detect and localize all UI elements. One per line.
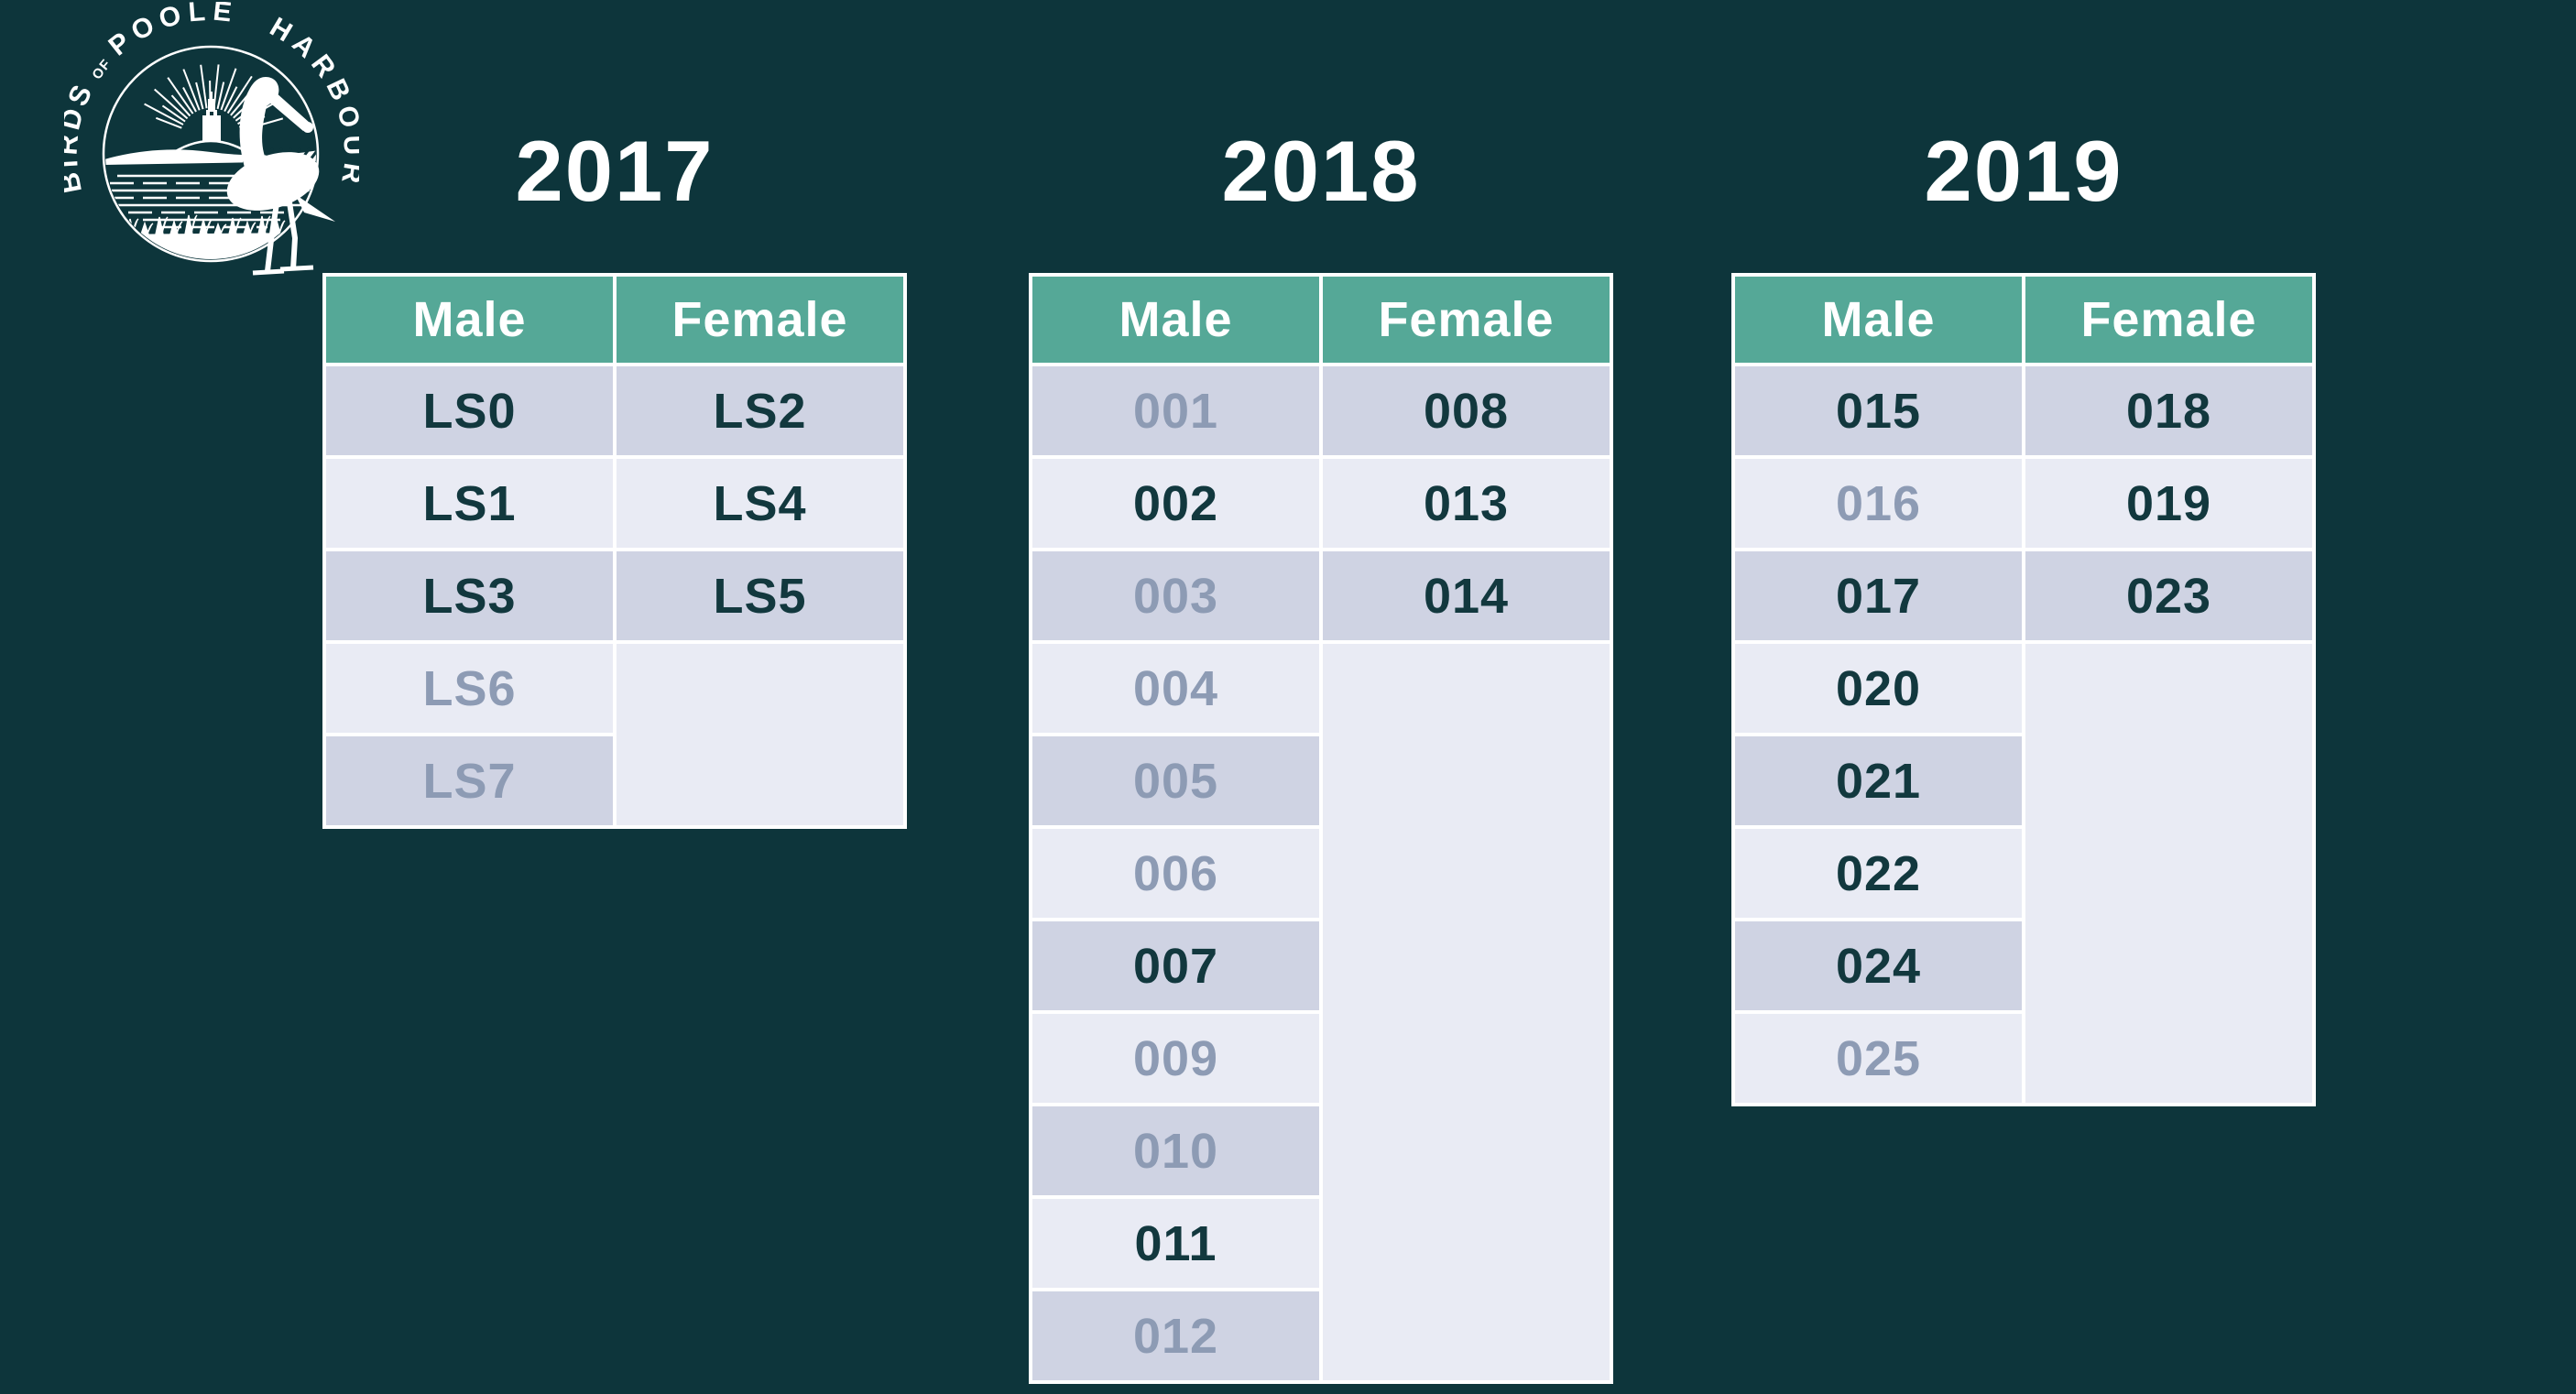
table-row: 017 023 — [1731, 548, 2316, 644]
table-row: LS1 LS4 — [322, 455, 907, 551]
cell-male-006: 006 — [1029, 825, 1323, 921]
cell-male-011: 011 — [1029, 1195, 1323, 1291]
cell-female-023: 023 — [2022, 548, 2316, 644]
year-title-2019: 2019 — [1924, 123, 2123, 219]
sun-rays — [144, 64, 284, 132]
cell-male-LS0: LS0 — [322, 363, 617, 459]
cell-female-019: 019 — [2022, 455, 2316, 551]
table-row: 001 008 — [1029, 363, 1613, 459]
table-row: LS6 — [322, 640, 907, 829]
year-section-2019: 2019 Male Female 015 018 016 019 017 023 020 021 02… — [1731, 128, 2316, 1106]
cell-female-008: 008 — [1319, 363, 1613, 459]
logo-ring — [102, 45, 320, 263]
table-2017: Male Female LS0 LS2 LS1 LS4 LS3 LS5 LS6 LS7 — [322, 273, 907, 829]
table-row: 009 — [1029, 1010, 1611, 1106]
table-row: 010 — [1029, 1103, 1611, 1199]
cell-male-001: 001 — [1029, 363, 1323, 459]
cell-female-LS4: LS4 — [613, 455, 907, 551]
table-row: LS0 LS2 — [322, 363, 907, 459]
spoonbill-bird-icon — [226, 77, 335, 276]
table-row: 007 — [1029, 918, 1611, 1014]
table-row: 011 — [1029, 1195, 1611, 1291]
cell-male-LS3: LS3 — [322, 548, 617, 644]
col-header-female: Female — [2022, 273, 2316, 366]
cell-male-004: 004 — [1029, 640, 1323, 736]
cell-male-010: 010 — [1029, 1103, 1323, 1199]
logo-svg: BIRDS OF POOLE HARBOUR — [50, 0, 362, 276]
logo-arc-text-birds: BIRDS — [64, 77, 100, 196]
header-row: Male Female — [322, 273, 907, 366]
year-section-2017: 2017 Male Female LS0 LS2 LS1 LS4 LS3 LS5 LS6 LS7 — [322, 128, 907, 829]
cell-male-002: 002 — [1029, 455, 1323, 551]
cell-female-LS5: LS5 — [613, 548, 907, 644]
cell-female-013: 013 — [1319, 455, 1613, 551]
col-header-male: Male — [1029, 273, 1323, 366]
table-row: 016 019 — [1731, 455, 2316, 551]
table-row: 012 — [1029, 1288, 1611, 1384]
table-row: 024 — [1731, 918, 2314, 1014]
cell-female-018: 018 — [2022, 363, 2316, 459]
year-section-2018: 2018 Male Female 001 008 002 013 003 014 004 005 00… — [1029, 128, 1613, 1384]
table-row: 022 — [1731, 825, 2314, 921]
cell-male-015: 015 — [1731, 363, 2025, 459]
table-row: 003 014 — [1029, 548, 1613, 644]
header-row: Male Female — [1731, 273, 2316, 366]
cell-male-020: 020 — [1731, 640, 2025, 736]
birds-of-poole-harbour-logo: BIRDS OF POOLE HARBOUR — [50, 0, 362, 304]
col-header-female: Female — [613, 273, 907, 366]
table-2019: Male Female 015 018 016 019 017 023 020 021 022 024… — [1731, 273, 2316, 1106]
cell-male-LS7: LS7 — [322, 733, 617, 829]
cell-male-003: 003 — [1029, 548, 1323, 644]
cell-female-LS2: LS2 — [613, 363, 907, 459]
castle-icon — [202, 92, 221, 141]
table-row: 006 — [1029, 825, 1611, 921]
col-header-male: Male — [1731, 273, 2025, 366]
table-row: 021 — [1731, 733, 2314, 829]
cell-male-LS1: LS1 — [322, 455, 617, 551]
table-row: 025 — [1731, 1010, 2314, 1106]
table-row: 002 013 — [1029, 455, 1613, 551]
logo-arc-text-of: OF — [89, 56, 115, 82]
table-row: 020 — [1731, 640, 2316, 1106]
cell-male-017: 017 — [1731, 548, 2025, 644]
table-2018: Male Female 001 008 002 013 003 014 004 005 006 007… — [1029, 273, 1613, 1384]
cell-male-LS6: LS6 — [322, 640, 617, 736]
cell-male-025: 025 — [1731, 1010, 2025, 1106]
cell-male-007: 007 — [1029, 918, 1323, 1014]
col-header-male: Male — [322, 273, 617, 366]
table-row: 004 — [1029, 640, 1613, 1384]
table-row: LS7 — [322, 733, 905, 829]
cell-male-022: 022 — [1731, 825, 2025, 921]
cell-female-empty-merged — [1319, 640, 1613, 1384]
cell-female-empty-merged — [613, 640, 907, 829]
year-title-2018: 2018 — [1221, 123, 1421, 219]
cell-female-empty-merged — [2022, 640, 2316, 1106]
header-row: Male Female — [1029, 273, 1613, 366]
cell-male-024: 024 — [1731, 918, 2025, 1014]
cell-male-012: 012 — [1029, 1288, 1323, 1384]
cell-male-016: 016 — [1731, 455, 2025, 551]
table-row: 005 — [1029, 733, 1611, 829]
cell-female-014: 014 — [1319, 548, 1613, 644]
cell-male-009: 009 — [1029, 1010, 1323, 1106]
year-title-2017: 2017 — [515, 123, 715, 219]
table-row: 015 018 — [1731, 363, 2316, 459]
table-row: LS3 LS5 — [322, 548, 907, 644]
logo-arc-text-poole: POOLE — [104, 2, 240, 61]
ground-band — [105, 233, 316, 259]
cell-male-021: 021 — [1731, 733, 2025, 829]
cell-male-005: 005 — [1029, 733, 1323, 829]
col-header-female: Female — [1319, 273, 1613, 366]
